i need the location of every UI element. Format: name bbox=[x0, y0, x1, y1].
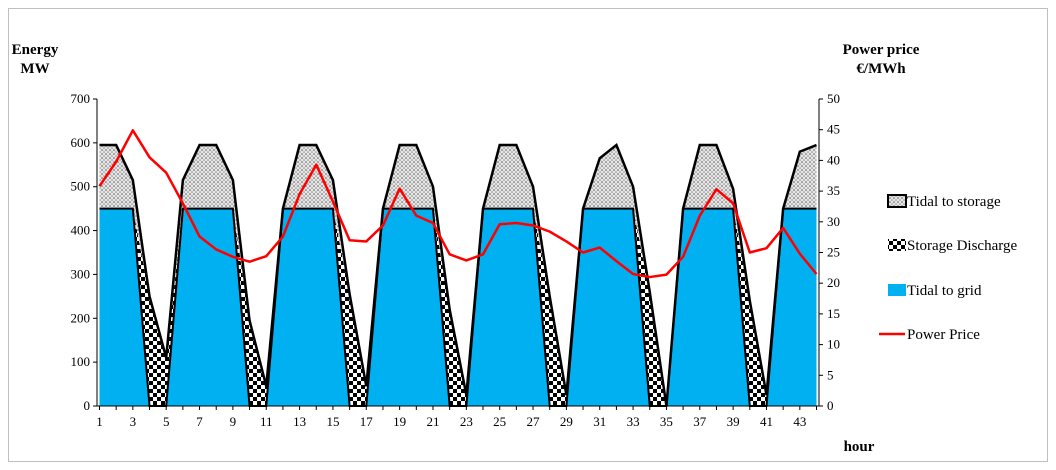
x-tick-label: 41 bbox=[760, 414, 773, 429]
legend-swatch-tidal-to-storage bbox=[887, 194, 907, 208]
left-tick-label: 0 bbox=[84, 398, 91, 413]
x-tick-label: 15 bbox=[326, 414, 339, 429]
right-tick-label: 25 bbox=[827, 245, 840, 260]
x-tick-label: 7 bbox=[196, 414, 203, 429]
x-tick-label: 39 bbox=[727, 414, 740, 429]
legend-item-tidal-to-grid: Tidal to grid bbox=[888, 283, 982, 299]
boundary-total-energy bbox=[99, 143, 817, 407]
right-tick-label: 15 bbox=[827, 306, 840, 321]
legend-item-power-price: Power Price bbox=[879, 327, 980, 343]
x-tick-label: 21 bbox=[426, 414, 439, 429]
legend-label-power-price: Power Price bbox=[907, 327, 980, 343]
legend-swatch-tidal-to-grid bbox=[888, 284, 906, 296]
right-tick-label: 40 bbox=[827, 152, 840, 167]
x-tick-label: 5 bbox=[163, 414, 170, 429]
legend-item-tidal-to-storage: Tidal to storage bbox=[887, 194, 1001, 210]
left-tick-label: 400 bbox=[71, 223, 91, 238]
right-tick-label: 50 bbox=[827, 91, 840, 106]
x-axis-title: hour bbox=[844, 439, 875, 455]
x-tick-label: 19 bbox=[393, 414, 406, 429]
x-tick-label: 43 bbox=[793, 414, 806, 429]
energy-price-chart: Energy MW Power price €/MWh hour 0100200… bbox=[12, 42, 1018, 455]
area-tidal-to-storage bbox=[99, 145, 817, 407]
line-power-price bbox=[98, 129, 818, 279]
right-tick-label: 10 bbox=[827, 337, 840, 352]
x-tick-label: 25 bbox=[493, 414, 506, 429]
left-tick-label: 700 bbox=[71, 91, 91, 106]
x-tick-label: 35 bbox=[660, 414, 673, 429]
x-tick-label: 27 bbox=[527, 414, 541, 429]
legend: Tidal to storage Storage Discharge Tidal… bbox=[879, 194, 1017, 343]
left-tick-label: 500 bbox=[71, 179, 91, 194]
x-tick-label: 1 bbox=[96, 414, 103, 429]
left-axis-title-line2: MW bbox=[20, 61, 49, 77]
plot-area bbox=[98, 129, 818, 407]
x-tick-label: 3 bbox=[130, 414, 137, 429]
legend-item-storage-discharge: Storage Discharge bbox=[888, 238, 1017, 254]
axes: 0100200300400500600700051015202530354045… bbox=[71, 91, 841, 429]
right-tick-label: 20 bbox=[827, 275, 840, 290]
legend-label-tidal-to-grid: Tidal to grid bbox=[907, 283, 982, 299]
legend-swatch-storage-discharge bbox=[888, 239, 906, 251]
legend-label-storage-discharge: Storage Discharge bbox=[907, 238, 1017, 254]
right-tick-label: 0 bbox=[827, 398, 834, 413]
right-tick-label: 45 bbox=[827, 122, 840, 137]
right-tick-label: 5 bbox=[827, 367, 834, 382]
left-axis-title-line1: Energy bbox=[12, 42, 59, 58]
left-tick-label: 600 bbox=[71, 135, 91, 150]
left-tick-label: 300 bbox=[71, 266, 91, 281]
right-tick-label: 30 bbox=[827, 214, 840, 229]
x-tick-label: 17 bbox=[360, 414, 374, 429]
x-tick-label: 11 bbox=[260, 414, 273, 429]
left-tick-label: 200 bbox=[71, 310, 91, 325]
x-tick-label: 13 bbox=[293, 414, 306, 429]
x-tick-label: 23 bbox=[460, 414, 473, 429]
x-tick-label: 37 bbox=[693, 414, 707, 429]
right-axis-title-line1: Power price bbox=[843, 42, 920, 58]
x-tick-label: 9 bbox=[230, 414, 237, 429]
x-tick-label: 31 bbox=[593, 414, 606, 429]
legend-label-tidal-to-storage: Tidal to storage bbox=[907, 194, 1001, 210]
right-axis-title-line2: €/MWh bbox=[856, 61, 906, 77]
left-tick-label: 100 bbox=[71, 354, 91, 369]
right-tick-label: 35 bbox=[827, 183, 840, 198]
x-tick-label: 29 bbox=[560, 414, 573, 429]
x-tick-label: 33 bbox=[627, 414, 640, 429]
chart-frame: Energy MW Power price €/MWh hour 0 100 200… bbox=[8, 8, 1048, 462]
